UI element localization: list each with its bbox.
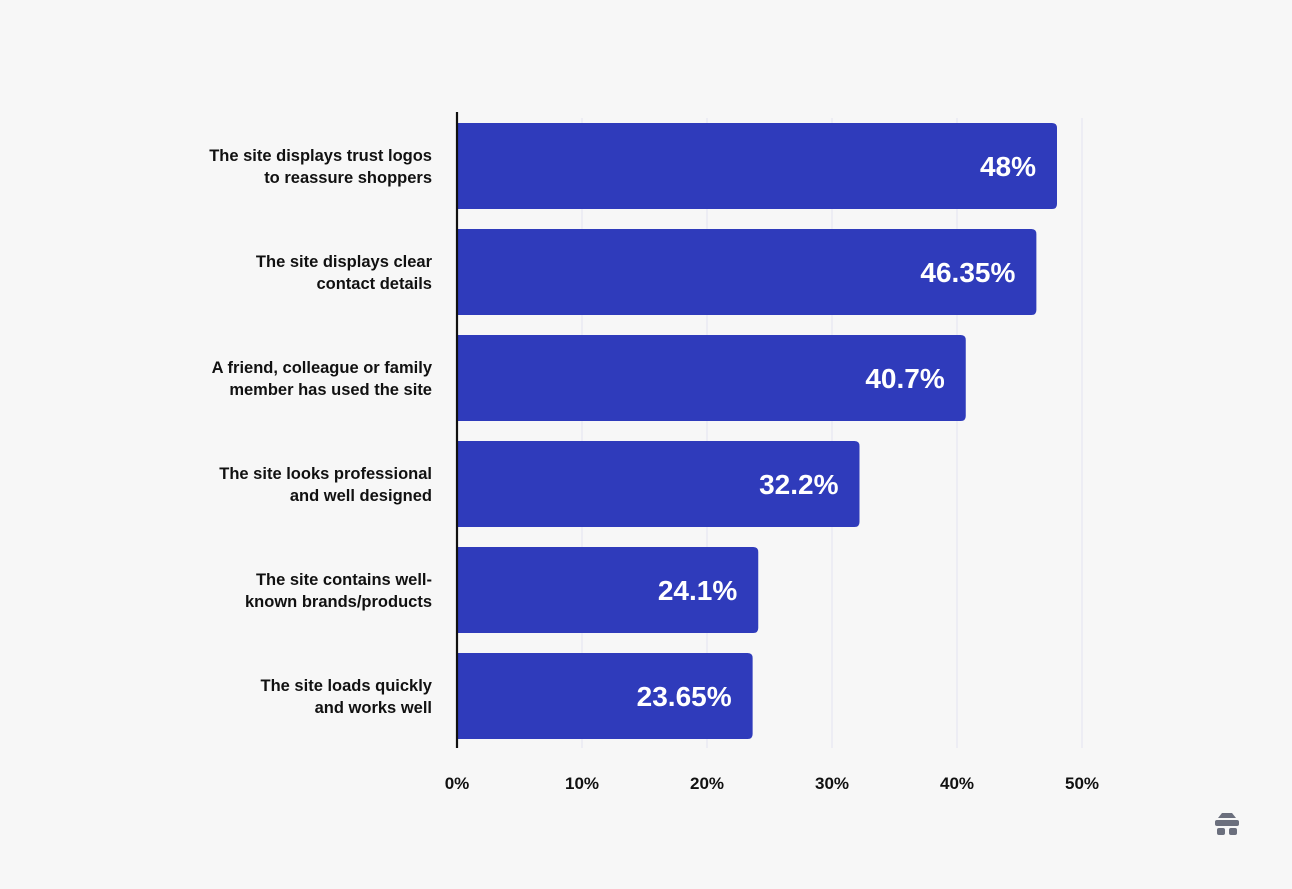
- category-label-line: The site displays trust logos: [209, 147, 432, 165]
- x-tick-label-20: 20%: [690, 774, 724, 793]
- x-tick-label-30: 30%: [815, 774, 849, 793]
- category-label-line: known brands/products: [245, 593, 432, 611]
- category-label-1: The site displays trust logos to reassure…: [209, 147, 432, 187]
- data-label-2: 46.35%: [920, 257, 1015, 288]
- category-label-line: The site looks professional: [219, 465, 432, 483]
- beehive-logo-icon: [1215, 813, 1239, 835]
- data-label-5: 24.1%: [658, 575, 737, 606]
- bar-6: [457, 653, 753, 739]
- bar-4: [457, 441, 860, 527]
- category-labels: The site displays trust logos to reassure…: [209, 147, 433, 717]
- bar-1: [457, 123, 1057, 209]
- bars: [457, 123, 1057, 739]
- data-labels: 48% 46.35% 40.7% 32.2% 24.1% 23.65%: [637, 151, 1036, 712]
- category-label-5: The site contains well-known brands/prod…: [245, 571, 432, 611]
- bar-2: [457, 229, 1037, 315]
- bar-5: [457, 547, 759, 633]
- x-tick-label-40: 40%: [940, 774, 974, 793]
- x-tick-label-10: 10%: [565, 774, 599, 793]
- x-tick-label-50: 50%: [1065, 774, 1099, 793]
- category-label-line: contact details: [316, 275, 432, 293]
- category-label-line: The site loads quickly: [261, 677, 433, 695]
- category-label-line: The site displays clear: [256, 253, 433, 271]
- category-label-line: The site contains well-: [256, 571, 432, 589]
- category-label-4: The site looks professional and well desi…: [219, 465, 432, 505]
- x-tick-labels: 0% 10% 20% 30% 40% 50%: [445, 774, 1099, 793]
- category-label-3: A friend, colleague or family member has …: [212, 359, 433, 399]
- category-label-6: The site loads quickly and works well: [261, 677, 433, 717]
- data-label-1: 48%: [980, 151, 1036, 182]
- x-tick-label-0: 0%: [445, 774, 470, 793]
- data-label-3: 40.7%: [865, 363, 944, 394]
- category-label-line: and well designed: [290, 487, 432, 505]
- category-label-line: and works well: [315, 699, 432, 717]
- gridlines: [581, 118, 1083, 748]
- category-label-line: to reassure shoppers: [264, 169, 432, 187]
- category-label-2: The site displays clear contact details: [256, 253, 433, 293]
- category-label-line: member has used the site: [229, 381, 432, 399]
- data-label-4: 32.2%: [759, 469, 838, 500]
- bar-3: [457, 335, 966, 421]
- category-label-line: A friend, colleague or family: [212, 359, 433, 377]
- data-label-6: 23.65%: [637, 681, 732, 712]
